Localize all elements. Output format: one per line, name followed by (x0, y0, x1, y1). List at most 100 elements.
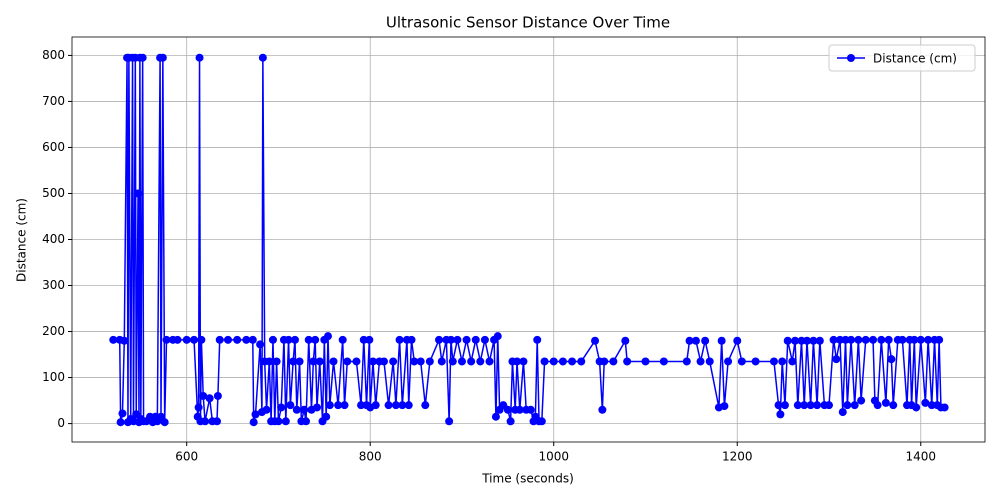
data-point (182, 335, 191, 344)
data-point (215, 335, 224, 344)
data-point (751, 357, 760, 366)
data-point (506, 417, 515, 426)
data-point (927, 401, 936, 410)
y-tick-label: 300 (42, 278, 65, 292)
data-point (315, 357, 324, 366)
data-point (194, 403, 203, 412)
data-point (284, 335, 293, 344)
data-point (116, 418, 125, 427)
data-point (533, 335, 542, 344)
data-point (286, 401, 295, 410)
data-point (272, 357, 281, 366)
legend: Distance (cm) (828, 44, 976, 72)
y-tick-label: 100 (42, 370, 65, 384)
y-tick-label: 700 (42, 94, 65, 108)
data-point (869, 335, 878, 344)
data-point (476, 357, 485, 366)
data-point (485, 357, 494, 366)
x-tick-label: 1400 (905, 450, 936, 464)
data-point (312, 403, 321, 412)
data-point (467, 357, 476, 366)
data-point (733, 336, 742, 345)
data-point (685, 336, 694, 345)
data-point (537, 417, 546, 426)
data-point (334, 401, 343, 410)
data-point (118, 409, 127, 418)
data-point (311, 335, 320, 344)
data-point (446, 335, 455, 344)
data-point (445, 417, 454, 426)
data-point (912, 403, 921, 412)
data-point (898, 335, 907, 344)
data-point (301, 417, 310, 426)
data-point (416, 357, 425, 366)
y-axis-label: Distance (cm) (15, 198, 29, 282)
data-point (829, 335, 838, 344)
y-tick-label: 800 (42, 48, 65, 62)
data-point (621, 336, 630, 345)
data-point (158, 53, 167, 62)
data-point (836, 335, 845, 344)
data-point (691, 336, 700, 345)
data-point (493, 332, 502, 341)
data-point (515, 405, 524, 414)
data-point (325, 401, 334, 410)
data-point (338, 335, 347, 344)
data-point (453, 335, 462, 344)
data-point (274, 417, 283, 426)
x-tick-label: 1000 (538, 450, 569, 464)
data-point (480, 335, 489, 344)
data-point (873, 401, 882, 410)
data-point (701, 336, 710, 345)
data-point (568, 357, 577, 366)
data-point (659, 357, 668, 366)
data-point (384, 401, 393, 410)
y-tick-label: 400 (42, 232, 65, 246)
data-point (410, 357, 419, 366)
legend-label: Distance (cm) (873, 52, 957, 66)
data-point (519, 357, 528, 366)
data-point (841, 335, 850, 344)
data-point (248, 335, 257, 344)
data-point (290, 335, 299, 344)
data-point (233, 335, 242, 344)
data-point (682, 357, 691, 366)
data-point (737, 357, 746, 366)
data-point (300, 405, 309, 414)
data-point (120, 336, 129, 345)
data-point (379, 357, 388, 366)
data-point (357, 401, 366, 410)
data-point (295, 357, 304, 366)
data-point (940, 403, 949, 412)
data-point (160, 418, 169, 427)
data-point (623, 357, 632, 366)
data-point (343, 357, 352, 366)
data-point (258, 53, 267, 62)
data-point (861, 335, 870, 344)
y-tick-label: 600 (42, 140, 65, 154)
data-point (371, 401, 380, 410)
data-point (134, 189, 143, 198)
data-point (815, 336, 824, 345)
data-point (292, 405, 301, 414)
data-point (558, 357, 567, 366)
data-point (491, 412, 500, 421)
data-point (340, 401, 349, 410)
data-point (365, 335, 374, 344)
data-point (854, 335, 863, 344)
data-point (935, 335, 944, 344)
data-point (910, 335, 919, 344)
data-point (359, 335, 368, 344)
data-point (277, 403, 286, 412)
data-point (190, 335, 199, 344)
data-point (776, 410, 785, 419)
data-point (705, 357, 714, 366)
y-tick-label: 0 (57, 416, 65, 430)
data-point (832, 355, 841, 364)
data-point (850, 401, 859, 410)
data-point (448, 357, 457, 366)
data-point (717, 336, 726, 345)
data-point (802, 336, 811, 345)
data-point (881, 398, 890, 407)
data-point (503, 405, 512, 414)
